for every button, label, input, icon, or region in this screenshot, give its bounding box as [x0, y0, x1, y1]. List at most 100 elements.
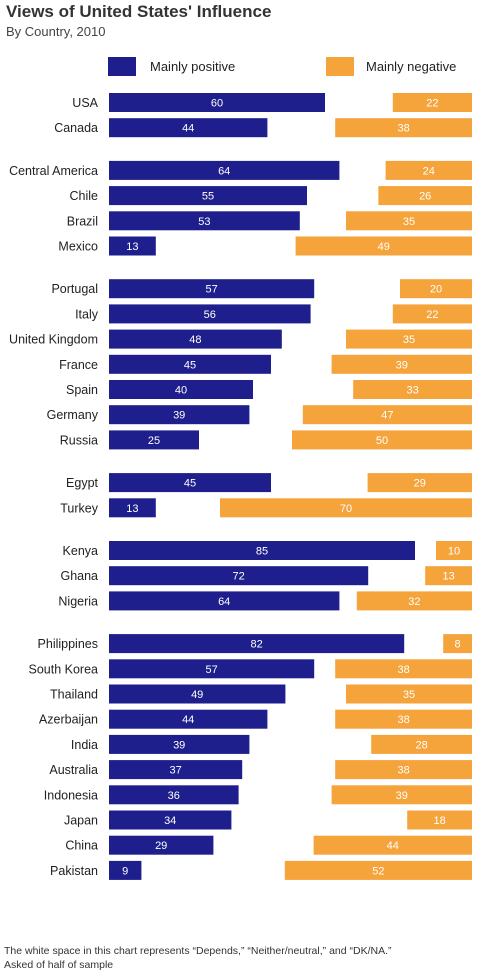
country-label-china: China	[65, 839, 98, 853]
bar-negative-kenya	[436, 541, 472, 560]
country-label-portugal: Portugal	[51, 282, 98, 296]
country-label-france: France	[59, 358, 98, 372]
bar-chart: USA 60 22 Canada 44 38 Central America 64 24 Chil…	[9, 93, 472, 880]
value-label-positive-mexico: 13	[126, 241, 138, 253]
value-label-positive-germany: 39	[173, 410, 185, 422]
footnote-line-1: The white space in this chart represents…	[4, 945, 392, 957]
value-label-positive-france: 45	[184, 359, 196, 371]
country-label-azerbaijan: Azerbaijan	[39, 713, 98, 727]
value-label-positive-india: 39	[173, 739, 185, 751]
value-label-negative-egypt: 29	[414, 478, 426, 490]
bar-positive-italy	[109, 304, 311, 324]
value-label-negative-turkey: 70	[340, 503, 352, 515]
bar-positive-india	[109, 734, 250, 754]
value-label-positive-canada: 44	[182, 123, 194, 135]
value-label-negative-central-america: 24	[423, 165, 435, 177]
country-label-spain: Spain	[66, 383, 98, 397]
value-label-positive-azerbaijan: 44	[182, 714, 194, 726]
value-label-negative-united-kingdom: 35	[403, 334, 415, 346]
country-label-nigeria: Nigeria	[58, 594, 98, 608]
bar-positive-ghana	[109, 566, 369, 586]
bar-positive-united-kingdom	[109, 329, 282, 349]
bar-negative-russia	[292, 430, 472, 450]
bar-positive-philippines	[109, 634, 405, 654]
bar-negative-spain	[353, 380, 472, 399]
bar-positive-canada	[109, 118, 268, 138]
value-label-negative-nigeria: 32	[408, 596, 420, 608]
value-label-negative-portugal: 20	[430, 284, 442, 296]
bar-negative-pakistan	[284, 860, 472, 880]
legend-swatch-positive	[108, 57, 136, 76]
country-label-pakistan: Pakistan	[50, 864, 98, 878]
bar-negative-canada	[335, 118, 472, 138]
country-label-brazil: Brazil	[67, 214, 98, 228]
bar-negative-germany	[302, 405, 472, 425]
value-label-positive-australia: 37	[169, 765, 181, 777]
value-label-negative-pakistan: 52	[372, 865, 384, 877]
country-label-egypt: Egypt	[66, 476, 98, 490]
value-label-positive-nigeria: 64	[218, 596, 230, 608]
value-label-negative-south-korea: 38	[397, 664, 409, 676]
bar-positive-germany	[109, 405, 250, 425]
bar-positive-central-america	[109, 160, 340, 180]
value-label-negative-italy: 22	[426, 309, 438, 321]
value-label-positive-chile: 55	[202, 191, 214, 203]
bar-negative-chile	[378, 186, 472, 206]
bar-positive-nigeria	[109, 591, 340, 611]
value-label-negative-ghana: 13	[442, 571, 454, 583]
value-label-negative-brazil: 35	[403, 216, 415, 228]
bar-positive-portugal	[109, 279, 315, 299]
bar-positive-france	[109, 354, 271, 374]
value-label-positive-central-america: 64	[218, 165, 230, 177]
bar-positive-brazil	[109, 211, 300, 231]
legend-label-positive: Mainly positive	[150, 59, 236, 74]
bar-negative-china	[313, 835, 472, 855]
value-label-positive-united-kingdom: 48	[189, 334, 201, 346]
country-label-united-kingdom: United Kingdom	[9, 333, 98, 347]
bar-negative-indonesia	[331, 785, 472, 805]
country-label-chile: Chile	[70, 189, 99, 203]
bar-positive-china	[109, 835, 214, 855]
country-label-ghana: Ghana	[60, 569, 98, 583]
bar-positive-turkey	[109, 498, 156, 518]
bar-negative-india	[371, 734, 472, 754]
country-label-philippines: Philippines	[38, 637, 98, 651]
country-label-japan: Japan	[64, 814, 98, 828]
bar-negative-ghana	[425, 566, 472, 586]
bar-positive-mexico	[109, 236, 156, 256]
bar-negative-thailand	[346, 684, 472, 704]
country-label-central-america: Central America	[9, 164, 98, 178]
value-label-positive-philippines: 82	[250, 639, 262, 651]
value-label-negative-philippines: 8	[455, 639, 461, 651]
footnote: The white space in this chart represents…	[4, 944, 478, 972]
value-label-negative-russia: 50	[376, 435, 388, 447]
bar-negative-australia	[335, 760, 472, 780]
country-label-indonesia: Indonesia	[44, 788, 98, 802]
value-label-negative-mexico: 49	[378, 241, 390, 253]
value-label-negative-japan: 18	[433, 815, 445, 827]
bar-negative-usa	[392, 93, 472, 112]
value-label-positive-ghana: 72	[232, 571, 244, 583]
country-label-usa: USA	[72, 96, 98, 110]
country-label-australia: Australia	[49, 763, 98, 777]
bar-positive-pakistan	[109, 860, 142, 880]
bar-positive-chile	[109, 186, 307, 206]
bar-positive-kenya	[109, 541, 415, 560]
country-label-india: India	[71, 738, 98, 752]
value-label-positive-egypt: 45	[184, 478, 196, 490]
value-label-positive-pakistan: 9	[122, 865, 128, 877]
value-label-negative-chile: 26	[419, 191, 431, 203]
value-label-positive-china: 29	[155, 840, 167, 852]
legend-swatch-negative	[326, 57, 354, 76]
value-label-negative-germany: 47	[381, 410, 393, 422]
bar-negative-philippines	[443, 634, 472, 654]
bar-negative-japan	[407, 810, 472, 830]
value-label-negative-indonesia: 39	[396, 790, 408, 802]
country-label-mexico: Mexico	[58, 240, 98, 254]
bar-positive-egypt	[109, 473, 271, 493]
bar-positive-australia	[109, 760, 243, 780]
legend-label-negative: Mainly negative	[366, 59, 457, 74]
footnote-line-2: Asked of half of sample	[4, 959, 114, 971]
value-label-positive-usa: 60	[211, 98, 223, 110]
value-label-positive-kenya: 85	[256, 546, 268, 558]
